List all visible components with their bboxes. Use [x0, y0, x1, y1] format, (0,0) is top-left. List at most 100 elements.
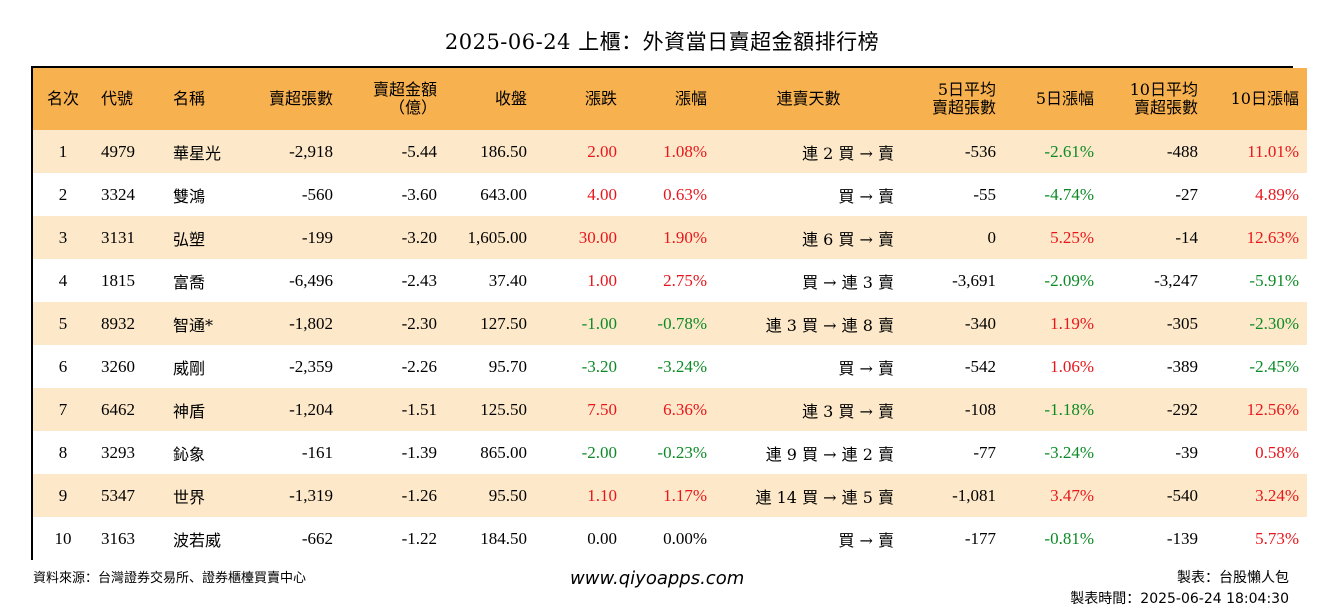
cell-change: -2.00: [581, 442, 617, 462]
made-time-note: 製表時間：2025-06-24 18:04:30: [1070, 591, 1289, 607]
cell-pct10: 3.24%: [1255, 485, 1299, 505]
table-row: 9 5347 世界 -1,319 -1.26 95.50 1.10 1.17% 連 14 買 →…: [33, 474, 1307, 517]
cell-change: 1.10: [587, 485, 617, 505]
cell-name: 雙鴻: [173, 186, 206, 206]
header-pct10: 10日漲幅: [1230, 89, 1299, 108]
cell-rank: 5: [58, 313, 68, 333]
cell-avg10: -14: [1175, 227, 1198, 247]
cell-sell-shares: -2,359: [289, 356, 333, 376]
cell-change-pct: -0.78%: [657, 313, 707, 333]
cell-change: -1.00: [581, 313, 617, 333]
table-row: 2 3324 雙鴻 -560 -3.60 643.00 4.00 0.63% 買 → 賣 -55 -…: [33, 173, 1307, 216]
cell-rank: 4: [58, 270, 68, 290]
cell-pct5: 1.06%: [1050, 356, 1094, 376]
cell-avg5: -108: [964, 399, 996, 419]
cell-change-pct: 6.36%: [663, 399, 707, 419]
cell-avg5: -3,691: [952, 270, 996, 290]
cell-pct5: -2.61%: [1044, 141, 1094, 161]
cell-avg10: -488: [1166, 141, 1198, 161]
cell-streak: 連 9 買 → 連 2 賣: [765, 444, 894, 464]
cell-change-pct: 2.75%: [663, 270, 707, 290]
cell-pct10: -2.45%: [1249, 356, 1299, 376]
cell-avg10: -305: [1166, 313, 1198, 333]
cell-name: 神盾: [173, 401, 206, 421]
cell-pct10: 4.89%: [1255, 184, 1299, 204]
cell-pct5: -3.24%: [1044, 442, 1094, 462]
header-sell-shares: 賣超張數: [268, 89, 333, 108]
header-sell-amount: 賣超金額 （億）: [341, 68, 445, 130]
cell-name: 波若威: [173, 530, 222, 550]
cell-code: 3293: [101, 442, 135, 462]
cell-sell-amount: -3.60: [401, 184, 437, 204]
cell-sell-shares: -662: [301, 528, 333, 548]
cell-pct10: 11.01%: [1247, 141, 1299, 161]
cell-avg10: -139: [1166, 528, 1198, 548]
cell-sell-amount: -2.43: [401, 270, 437, 290]
cell-pct10: -2.30%: [1249, 313, 1299, 333]
cell-change-pct: 1.90%: [663, 227, 707, 247]
cell-avg5: -55: [973, 184, 996, 204]
cell-pct10: -5.91%: [1249, 270, 1299, 290]
cell-sell-amount: -2.26: [401, 356, 437, 376]
cell-code: 1815: [101, 270, 135, 290]
cell-close: 37.40: [488, 270, 527, 290]
cell-change-pct: 0.63%: [663, 184, 707, 204]
cell-pct5: -1.18%: [1044, 399, 1094, 419]
cell-avg10: -3,247: [1154, 270, 1198, 290]
cell-sell-amount: -3.20: [401, 227, 437, 247]
header-avg5: 5日平均 賣超張數: [902, 68, 1004, 130]
cell-avg5: 0: [987, 227, 997, 247]
cell-pct5: -2.09%: [1044, 270, 1094, 290]
cell-rank: 10: [54, 528, 72, 548]
cell-streak: 買 → 連 3 賣: [802, 272, 894, 292]
cell-name: 富喬: [173, 272, 206, 292]
cell-sell-amount: -5.44: [401, 141, 437, 161]
header-code: 代號: [101, 89, 134, 108]
cell-name: 華星光: [173, 143, 222, 163]
table-row: 7 6462 神盾 -1,204 -1.51 125.50 7.50 6.36% 連 3 買 →…: [33, 388, 1307, 431]
cell-change: 4.00: [587, 184, 617, 204]
header-avg5-line2: 賣超張數: [931, 98, 996, 117]
cell-name: 弘塑: [173, 229, 206, 249]
cell-sell-amount: -1.26: [401, 485, 437, 505]
cell-rank: 2: [58, 184, 68, 204]
cell-change-pct: 1.17%: [663, 485, 707, 505]
cell-streak: 連 6 買 → 賣: [802, 229, 894, 249]
cell-sell-shares: -1,204: [289, 399, 333, 419]
cell-pct5: -4.74%: [1044, 184, 1094, 204]
data-source-note: 資料來源：台灣證券交易所、證券櫃檯買賣中心: [33, 571, 307, 586]
cell-sell-amount: -1.22: [401, 528, 437, 548]
cell-avg5: -536: [964, 141, 996, 161]
cell-code: 3260: [101, 356, 135, 376]
maker-note: 製表：台股懶人包: [1177, 570, 1289, 586]
header-avg10: 10日平均 賣超張數: [1102, 68, 1206, 130]
cell-code: 6462: [101, 399, 135, 419]
cell-code: 4979: [101, 141, 135, 161]
table-row: 4 1815 富喬 -6,496 -2.43 37.40 1.00 2.75% 買 → 連 3 …: [33, 259, 1307, 302]
cell-avg5: -77: [973, 442, 996, 462]
cell-rank: 8: [58, 442, 68, 462]
cell-change: -3.20: [581, 356, 617, 376]
cell-pct10: 0.58%: [1255, 442, 1299, 462]
cell-pct5: 3.47%: [1050, 485, 1094, 505]
table-header-row: 名次 代號 名稱 賣超張數 賣超金額 （億） 收盤 漲跌 漲幅 連賣天數 5日平…: [33, 68, 1307, 130]
header-pct5: 5日漲幅: [1035, 89, 1094, 108]
cell-rank: 9: [58, 485, 68, 505]
cell-avg10: -292: [1166, 399, 1198, 419]
cell-sell-amount: -1.51: [401, 399, 437, 419]
cell-streak: 連 3 買 → 賣: [802, 401, 894, 421]
website-link[interactable]: www.qiyoapps.com: [570, 568, 745, 589]
cell-sell-shares: -1,802: [289, 313, 333, 333]
table-row: 5 8932 智通* -1,802 -2.30 127.50 -1.00 -0.78% 連 3 …: [33, 302, 1307, 345]
cell-streak: 連 2 買 → 賣: [802, 143, 894, 163]
cell-avg5: -177: [964, 528, 996, 548]
cell-code: 3131: [101, 227, 135, 247]
cell-code: 8932: [101, 313, 135, 333]
cell-avg10: -389: [1166, 356, 1198, 376]
header-avg5-line1: 5日平均: [937, 80, 996, 99]
cell-avg10: -540: [1166, 485, 1198, 505]
cell-sell-shares: -2,918: [289, 141, 333, 161]
cell-close: 643.00: [480, 184, 527, 204]
cell-code: 3324: [101, 184, 135, 204]
cell-sell-amount: -2.30: [401, 313, 437, 333]
